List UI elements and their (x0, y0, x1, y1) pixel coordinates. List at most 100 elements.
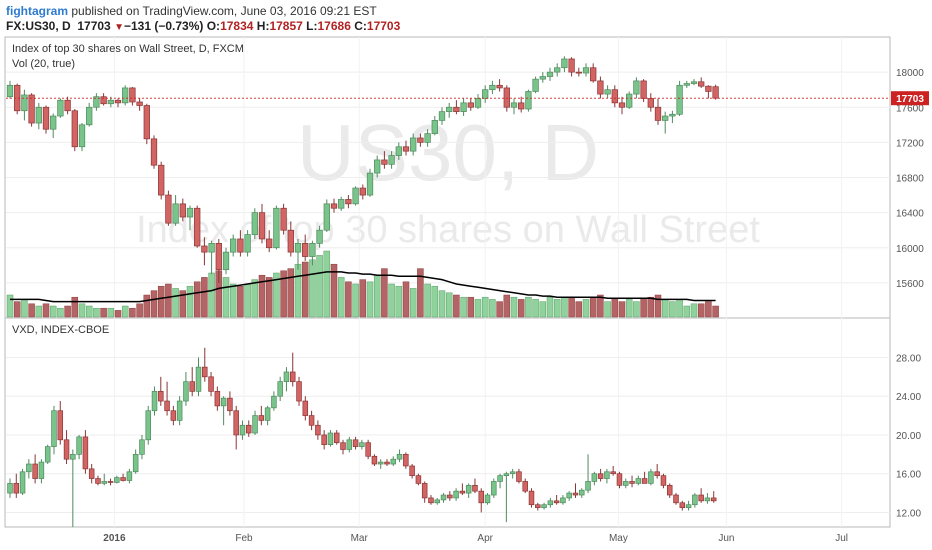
vxd-candle-body (19, 471, 26, 494)
vxd-candle-body (258, 415, 265, 421)
volume-bar (157, 285, 165, 318)
volume-bar (129, 307, 136, 318)
vxd-candle-body (472, 484, 478, 492)
candle-body (604, 89, 611, 95)
candle-body (453, 106, 460, 112)
candle-body (172, 203, 179, 224)
candle-body (194, 207, 201, 247)
vxd-candle-body (321, 434, 327, 445)
candle-body (114, 99, 122, 104)
date-tick-label: 2016 (103, 533, 126, 544)
candle-body (611, 89, 618, 104)
volume-bar (345, 281, 352, 318)
candle-body (352, 187, 359, 205)
vxd-candle-body (26, 463, 32, 473)
price-tick-label: 15600 (896, 279, 924, 290)
volume-bar (6, 294, 14, 318)
vxd-candle-body (82, 436, 89, 470)
volume-bar (193, 281, 201, 318)
volume-bar (172, 288, 179, 318)
vxd-candle-body (710, 497, 717, 502)
candle-body (546, 71, 554, 77)
candle-body (539, 76, 546, 80)
volume-bar (532, 299, 539, 318)
vxd-candle-body (428, 497, 434, 504)
vxd-candle-body (692, 494, 698, 506)
volume-bar (618, 301, 626, 318)
vxd-candle-body (277, 381, 283, 397)
vxd-candle-body (183, 381, 189, 402)
watermark: US30, D Index of top 30 shares on Wall S… (136, 108, 760, 251)
volume-bar (705, 301, 712, 318)
vxd-candle-body (390, 458, 397, 465)
volume-bar (352, 283, 359, 318)
candle-body (179, 203, 186, 218)
volume-bar (179, 290, 187, 318)
volume-bar (669, 301, 676, 318)
volume-bar (244, 283, 251, 318)
vxd-candle-body (57, 410, 64, 441)
volume-bar (121, 305, 129, 318)
candle-body (143, 105, 150, 140)
volume-bar (373, 274, 381, 318)
vxd-candle-body (239, 424, 246, 436)
vxd-candle-body (189, 381, 195, 392)
candle-body (294, 243, 302, 253)
volume-bar (280, 270, 287, 318)
vxd-candle-body (377, 461, 384, 465)
vxd-candle-body (70, 453, 76, 460)
publish-line: fightagram published on TradingView.com,… (6, 4, 377, 18)
vxd-candle-body (271, 395, 277, 409)
chart-header: fightagram published on TradingView.com,… (0, 0, 932, 36)
vxd-candle-body (32, 463, 38, 479)
candle-body (489, 84, 496, 91)
volume-bar (381, 268, 388, 318)
candle-body (35, 106, 42, 124)
quote-line: FX:US30, D 17703 ▼−131 (−0.73%) O:17834 … (6, 19, 400, 33)
vxd-candle-body (623, 481, 629, 486)
candle-body (93, 96, 100, 108)
vxd-candle-body (120, 477, 126, 481)
vxd-candle-body (158, 391, 164, 402)
vxd-candle-body (579, 489, 585, 496)
vxd-candle-body (560, 497, 566, 504)
volume-bar (395, 285, 403, 318)
volume-bar (690, 303, 698, 318)
volume-bar (28, 303, 35, 318)
candle-body (633, 80, 640, 95)
vxd-candle-body (528, 490, 535, 506)
close-value: 17703 (366, 19, 401, 33)
candle-body (158, 164, 165, 196)
volume-bar (136, 303, 143, 318)
vxd-candle-body (553, 500, 560, 504)
candle-body (258, 212, 266, 240)
volume-bar (546, 296, 554, 318)
volume-bar (402, 281, 410, 318)
vxd-candle-body (666, 484, 673, 496)
volume-bar (697, 303, 705, 318)
volume-bar (467, 296, 475, 318)
author-name[interactable]: fightagram (6, 4, 69, 18)
candle-body (402, 146, 410, 152)
symbol-label: FX:US30, D (6, 19, 71, 33)
candle-body (186, 207, 194, 218)
candle-body (215, 243, 222, 271)
volume-bar (35, 305, 43, 318)
vxd-candle-body (208, 376, 214, 392)
high-value: 17857 (269, 19, 303, 33)
price-tick-label: 18000 (896, 68, 924, 79)
volume-bar (417, 268, 424, 318)
main-legend: Index of top 30 shares on Wall Street, D… (12, 43, 244, 55)
vxd-candle-body (440, 494, 447, 501)
low-label: L: (306, 19, 318, 33)
candle-body (712, 86, 719, 99)
volume-bar (13, 301, 21, 318)
volume-bar (222, 277, 230, 318)
candle-body (150, 138, 158, 166)
volume-bar (258, 274, 266, 318)
candle-body (381, 159, 388, 165)
date-tick-label: May (609, 533, 628, 544)
volume-bar (453, 294, 460, 318)
candle-body (525, 91, 532, 110)
